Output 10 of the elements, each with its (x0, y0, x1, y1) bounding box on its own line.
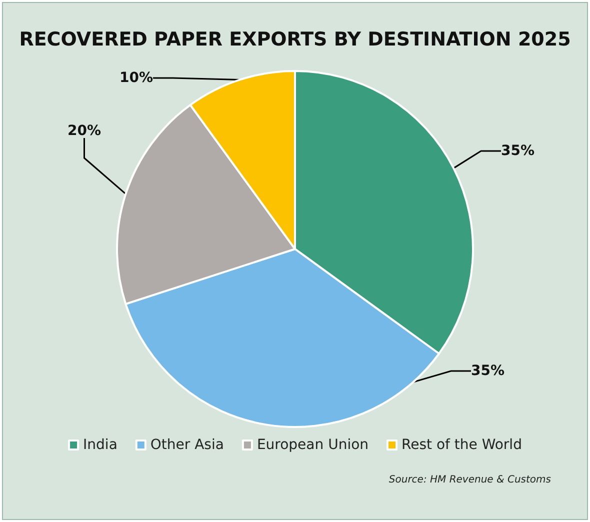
data-label: 20% (67, 123, 101, 139)
data-label: 10% (119, 70, 153, 86)
legend-label: European Union (256, 437, 369, 453)
source-note: Source: HM Revenue & Customs (388, 474, 552, 486)
data-label: 35% (501, 143, 535, 159)
legend-label: India (83, 437, 118, 453)
data-label: 35% (471, 363, 505, 379)
legend-label: Rest of the World (402, 437, 522, 453)
chart-title: RECOVERED PAPER EXPORTS BY DESTINATION 2025 (19, 28, 571, 50)
legend-label: Other Asia (150, 437, 224, 453)
